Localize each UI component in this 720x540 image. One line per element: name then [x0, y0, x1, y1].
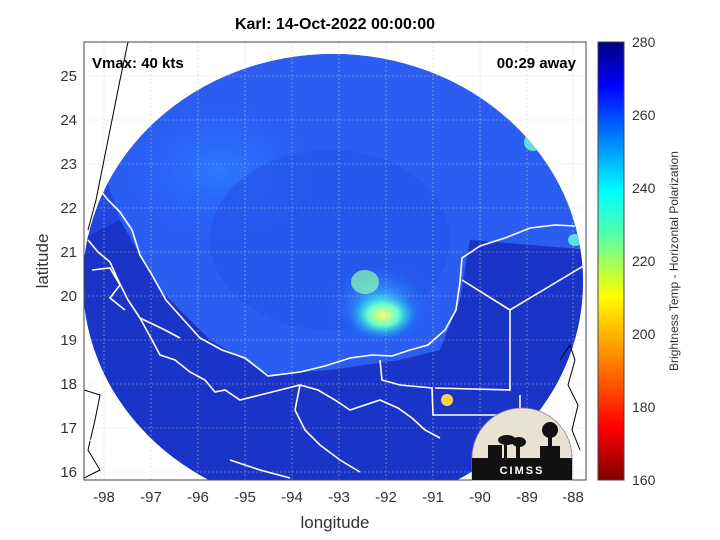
y-tick-label: 17: [60, 420, 77, 437]
vmax-label: Vmax: 40 kts: [92, 55, 184, 72]
cimss-logo: CIMSS: [471, 407, 573, 481]
colorbar-tick: 200: [632, 326, 656, 342]
x-tick-label: -88: [562, 489, 584, 506]
colorbar: 160 180 200 220 240 260 280 Brightness T…: [597, 34, 681, 488]
colorbar-tick: 260: [632, 107, 656, 123]
x-tick-label: -90: [469, 489, 491, 506]
colorbar-gradient: [597, 41, 625, 481]
logo-silhouette-icon: [488, 422, 560, 458]
y-tick-label: 24: [60, 112, 77, 129]
y-tick-label: 21: [60, 244, 77, 261]
x-tick-label: -97: [140, 489, 162, 506]
x-tick-label: -93: [328, 489, 350, 506]
x-tick-label: -98: [93, 489, 115, 506]
y-tick-label: 23: [60, 156, 77, 173]
y-tick-label: 20: [60, 288, 77, 305]
swath: [84, 54, 583, 480]
gridlines: [84, 42, 586, 480]
colorbar-label: Brightness Temp - Horizontal Polarizatio…: [667, 151, 681, 371]
x-tick-label: -92: [375, 489, 397, 506]
x-axis: -98 -97 -96 -95 -94 -93 -92 -91 -90 -89 …: [93, 489, 584, 532]
chart-title: Karl: 14-Oct-2022 00:00:00: [235, 16, 435, 33]
away-label: 00:29 away: [497, 55, 577, 72]
x-tick-label: -89: [516, 489, 538, 506]
x-axis-label: longitude: [300, 513, 369, 532]
colorbar-tick: 280: [632, 34, 656, 50]
y-tick-label: 22: [60, 200, 77, 217]
y-tick-label: 18: [60, 376, 77, 393]
y-tick-label: 25: [60, 68, 77, 85]
x-tick-label: -91: [422, 489, 444, 506]
y-axis: 16 17 18 19 20 21 22 23 24 25 latitude: [33, 68, 77, 481]
colorbar-tick: 180: [632, 399, 656, 415]
coastline-outside: [84, 42, 581, 479]
plot-border: [83, 41, 587, 481]
y-axis-label: latitude: [33, 234, 52, 289]
plot-area: [84, 42, 586, 480]
y-tick-label: 19: [60, 332, 77, 349]
x-tick-label: -95: [234, 489, 256, 506]
y-tick-label: 16: [60, 464, 77, 481]
colorbar-tick: 160: [632, 472, 656, 488]
x-tick-label: -96: [187, 489, 209, 506]
colorbar-tick: 240: [632, 180, 656, 196]
colorbar-tick: 220: [632, 253, 656, 269]
x-tick-label: -94: [281, 489, 303, 506]
logo-text: CIMSS: [500, 465, 545, 477]
